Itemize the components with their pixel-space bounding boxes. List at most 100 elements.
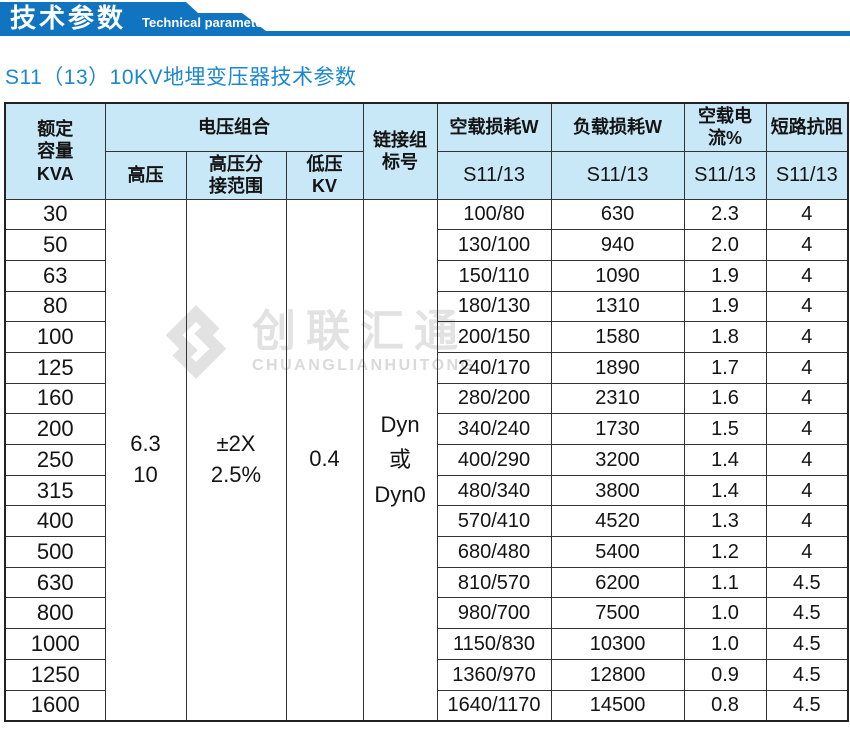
cell-impedance: 4 [765, 198, 849, 231]
cell-no-load-loss: 340/240 [436, 413, 552, 445]
cell-load-loss: 12800 [550, 658, 685, 691]
parameters-table: 额定 容量 KVA 电压组合 链接组 标号 空载损耗W 负载损耗W 空载电流% … [4, 102, 850, 722]
cell-kva: 63 [4, 259, 106, 292]
cell-impedance: 4.5 [765, 689, 849, 722]
header-vector-group: 链接组 标号 [362, 102, 438, 200]
cell-load-loss: 10300 [550, 628, 685, 660]
cell-no-load-loss: 100/80 [436, 198, 552, 231]
header-row-2: 高压 高压分 接范围 低压 KV S11/13 S11/13 S11/13 S1… [5, 150, 849, 200]
banner-background-shape [0, 2, 850, 36]
cell-kva: 50 [4, 229, 106, 261]
cell-no-load-current: 1.0 [683, 628, 767, 660]
cell-impedance: 4.5 [765, 658, 849, 691]
table-row-500: 500 680/480 5400 1.2 4 [4, 536, 849, 568]
cell-kva: 100 [4, 321, 106, 353]
cell-load-loss: 1580 [550, 321, 685, 353]
cell-impedance: 4.5 [765, 628, 849, 660]
table-row-200: 200 340/240 1730 1.5 4 [4, 413, 849, 445]
cell-load-loss: 630 [550, 198, 685, 231]
cell-no-load-loss: 680/480 [436, 536, 552, 568]
cell-kva: 80 [4, 290, 106, 323]
cell-no-load-loss: 980/700 [436, 597, 552, 630]
table-container: 创联汇通 CHUANGLIANHUITONG 额定 容量 KVA 电压组合 链接… [4, 102, 850, 722]
header-hv-tap-range: 高压分 接范围 [185, 150, 287, 200]
cell-kva: 500 [4, 536, 106, 568]
header-hv: 高压 [104, 150, 187, 200]
table-row-63: 63 150/110 1090 1.9 4 [4, 259, 849, 292]
cell-no-load-current: 1.6 [683, 382, 767, 415]
table-row-50: 50 130/100 940 2.0 4 [4, 229, 849, 261]
header-no-load-loss: 空载损耗W [436, 102, 552, 152]
cell-load-loss: 14500 [550, 689, 685, 722]
banner-title-en: Technical parameter [142, 15, 268, 30]
page-title: S11（13）10KV地埋变压器技术参数 [5, 66, 357, 89]
table-row-250: 250 400/290 3200 1.4 4 [4, 444, 849, 476]
cell-load-loss: 1890 [550, 351, 685, 384]
cell-no-load-current: 1.3 [683, 505, 767, 538]
cell-no-load-current: 1.4 [683, 444, 767, 476]
banner-title-cn: 技术参数 [10, 3, 127, 33]
header-sub-model-no-load-current: S11/13 [683, 150, 767, 200]
table-row-315: 315 480/340 3800 1.4 4 [4, 474, 849, 507]
table-row-160: 160 280/200 2310 1.6 4 [4, 382, 849, 415]
cell-impedance: 4 [765, 413, 849, 445]
cell-load-loss: 3800 [550, 474, 685, 507]
cell-no-load-loss: 180/130 [436, 290, 552, 323]
cell-no-load-current: 1.5 [683, 413, 767, 445]
table-row-125: 125 240/170 1890 1.7 4 [4, 351, 849, 384]
cell-kva: 1000 [4, 628, 106, 660]
cell-no-load-current: 2.0 [683, 229, 767, 261]
header-no-load-current: 空载电流% [683, 102, 767, 152]
cell-impedance: 4.5 [765, 597, 849, 630]
table-row-1600: 1600 1640/1170 14500 0.8 4.5 [4, 689, 849, 722]
cell-load-loss: 3200 [550, 444, 685, 476]
cell-no-load-current: 1.7 [683, 351, 767, 384]
cell-kva: 1600 [4, 689, 106, 722]
cell-load-loss: 1090 [550, 259, 685, 292]
cell-kva: 250 [4, 444, 106, 476]
cell-load-loss: 1310 [550, 290, 685, 323]
cell-kva: 315 [4, 474, 106, 507]
cell-no-load-current: 2.3 [683, 198, 767, 231]
top-banner: 技术参数 Technical parameter [0, 2, 850, 38]
cell-load-loss: 6200 [550, 566, 685, 599]
cell-no-load-current: 1.8 [683, 321, 767, 353]
cell-no-load-loss: 150/110 [436, 259, 552, 292]
cell-no-load-current: 1.0 [683, 597, 767, 630]
cell-load-loss: 940 [550, 229, 685, 261]
table-row-80: 80 180/130 1310 1.9 4 [4, 290, 849, 323]
cell-impedance: 4 [765, 229, 849, 261]
cell-impedance: 4 [765, 259, 849, 292]
table-row-400: 400 570/410 4520 1.3 4 [4, 505, 849, 538]
cell-no-load-loss: 810/570 [436, 566, 552, 599]
cell-no-load-current: 1.2 [683, 536, 767, 568]
cell-lv-merged: 0.4 [285, 198, 364, 722]
cell-kva: 200 [4, 413, 106, 445]
header-row-1: 额定 容量 KVA 电压组合 链接组 标号 空载损耗W 负载损耗W 空载电流% … [4, 102, 849, 200]
cell-no-load-loss: 480/340 [436, 474, 552, 507]
cell-impedance: 4 [765, 382, 849, 415]
cell-no-load-loss: 200/150 [436, 321, 552, 353]
cell-impedance: 4 [765, 444, 849, 476]
cell-impedance: 4 [765, 290, 849, 323]
cell-no-load-current: 1.9 [683, 259, 767, 292]
cell-no-load-loss: 240/170 [436, 351, 552, 384]
cell-no-load-loss: 1640/1170 [436, 689, 552, 722]
header-sub-model-impedance: S11/13 [765, 150, 849, 200]
cell-impedance: 4 [765, 536, 849, 568]
cell-load-loss: 1730 [550, 413, 685, 445]
header-load-loss: 负载损耗W [550, 102, 685, 152]
cell-load-loss: 7500 [550, 597, 685, 630]
cell-no-load-current: 0.9 [683, 658, 767, 691]
cell-no-load-current: 1.9 [683, 290, 767, 323]
cell-kva: 30 [4, 198, 106, 231]
header-rated-capacity: 额定 容量 KVA [4, 102, 106, 200]
header-sub-model-no-load-loss: S11/13 [436, 150, 552, 200]
table-row-1250: 1250 1360/970 12800 0.9 4.5 [4, 658, 849, 691]
table-row-30: 30 6.3 10 ±2X 2.5% 0.4 Dyn 或 Dyn0 100/80 630 2.… [4, 198, 849, 722]
table-row-1000: 1000 1150/830 10300 1.0 4.5 [4, 628, 849, 660]
header-lv: 低压 KV [285, 150, 364, 200]
cell-kva: 160 [4, 382, 106, 415]
cell-no-load-loss: 570/410 [436, 505, 552, 538]
